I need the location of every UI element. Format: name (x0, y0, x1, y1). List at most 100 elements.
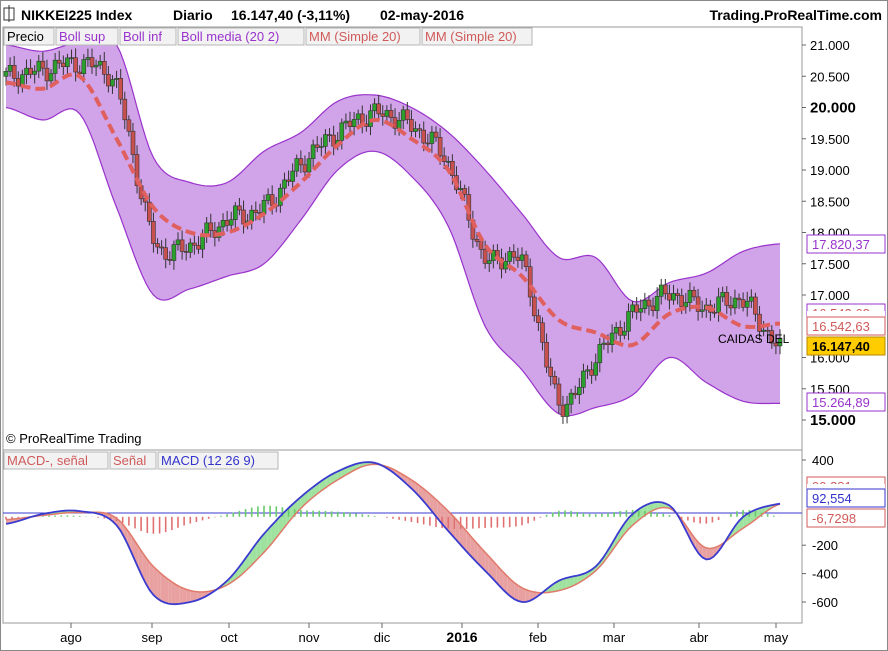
mm-line (5, 72, 781, 348)
candle (126, 115, 132, 137)
x-tick-label: oct (220, 630, 238, 645)
candle-body (441, 155, 447, 162)
macd-fill-segment (146, 557, 150, 591)
macd-legend-item: MACD (12 26 9) (161, 453, 255, 468)
macd-fill-segment (153, 566, 158, 599)
candle-body (556, 383, 562, 406)
x-tick-label: abr (690, 630, 709, 645)
candle (318, 137, 324, 157)
candle-body (24, 67, 29, 75)
band-fill (6, 35, 780, 416)
boll-inf-badge: 15.264,89 (806, 392, 886, 412)
macd-fill-segment (267, 525, 272, 549)
candle-body (515, 256, 521, 261)
candle-body (323, 134, 328, 147)
candle-body (458, 188, 463, 191)
candle (593, 353, 599, 381)
mm-badge-box (806, 316, 886, 336)
macd-fill-segment (706, 548, 710, 560)
candle (777, 329, 783, 355)
candle-body (278, 187, 283, 206)
candle-body (200, 235, 205, 250)
candle (208, 213, 214, 238)
candle-body (122, 98, 128, 121)
candle (441, 147, 447, 169)
price-legend-box (55, 27, 119, 46)
macd-fill-segment (614, 533, 618, 548)
candle (654, 287, 660, 319)
macd-fill-segment (485, 552, 489, 575)
candle (48, 68, 54, 86)
candle-body (576, 386, 582, 395)
candle-body (179, 239, 185, 252)
candle-body (581, 370, 586, 388)
price-badge-label: 16.147,40 (812, 339, 870, 354)
macd-legend[interactable]: MACD-, señal Señal MACD (12 26 9) (3, 451, 279, 470)
candle-body (425, 142, 431, 145)
candle-body (687, 289, 693, 303)
price-legend-item: MM (Simple 20) (425, 29, 517, 44)
candle-body (482, 249, 488, 264)
macd-fill-segment (282, 510, 287, 531)
candle-body (269, 194, 275, 206)
candle (404, 102, 410, 125)
candle-body (568, 392, 574, 405)
candle-body (503, 260, 508, 270)
candle-body (523, 254, 529, 267)
candle (568, 388, 574, 414)
macd-fill-segment (256, 538, 261, 560)
candle-body (409, 119, 414, 132)
price-tick-label: 17.500 (810, 257, 850, 272)
candle-body (114, 78, 119, 80)
price-badge-box (806, 336, 886, 356)
candle-body (241, 209, 246, 225)
price-legend[interactable]: Precio Boll sup Boll inf Boll media (20 2) M… (3, 27, 533, 46)
candle-body (531, 296, 537, 317)
candle-body (622, 330, 627, 336)
macd-fill-segment (525, 589, 530, 602)
candle-body (89, 57, 95, 68)
x-tick-label: sep (142, 630, 163, 645)
source-label: Trading.ProRealTime.com (710, 7, 882, 23)
macd-fill-segment (326, 475, 331, 487)
macd-fill-segment (488, 556, 493, 579)
candle (233, 202, 238, 229)
candle (298, 150, 304, 173)
candle-body (126, 119, 132, 132)
macd-fill-segment (651, 502, 655, 512)
candle (552, 370, 558, 389)
candle (556, 377, 562, 414)
candle (56, 50, 62, 69)
candle-body (196, 245, 201, 250)
macd-fill-segment (337, 469, 342, 480)
macd-fill-segment (131, 535, 135, 561)
price-change: 16.147,40 (-3,11%) (231, 7, 350, 23)
price-tick-label: 15.000 (810, 412, 856, 429)
candle-body (769, 330, 775, 344)
price-legend-box (177, 27, 305, 46)
candle (675, 288, 680, 305)
macd-y-axis: 400 -200 -400 -600 (802, 453, 838, 610)
candle-body (237, 205, 242, 211)
candle (429, 126, 435, 153)
candle-body (306, 158, 312, 173)
period-label: Diario (173, 7, 213, 23)
candle-body (552, 375, 558, 385)
candle-body (740, 299, 746, 308)
candle-body (48, 73, 54, 82)
macd-fill-segment (179, 586, 183, 604)
candle-body (662, 284, 668, 295)
x-tick-label: ago (60, 630, 82, 645)
header-date: 02-may-2016 (380, 7, 464, 23)
candle (134, 145, 140, 194)
candle-body (634, 304, 640, 313)
candle (699, 300, 705, 318)
candle-body (106, 74, 111, 87)
price-tick-label: 17.000 (810, 288, 850, 303)
candle-body (7, 65, 13, 72)
candle-body (630, 304, 635, 312)
candle-body (548, 366, 554, 377)
candle (102, 52, 107, 84)
candle (753, 292, 758, 322)
